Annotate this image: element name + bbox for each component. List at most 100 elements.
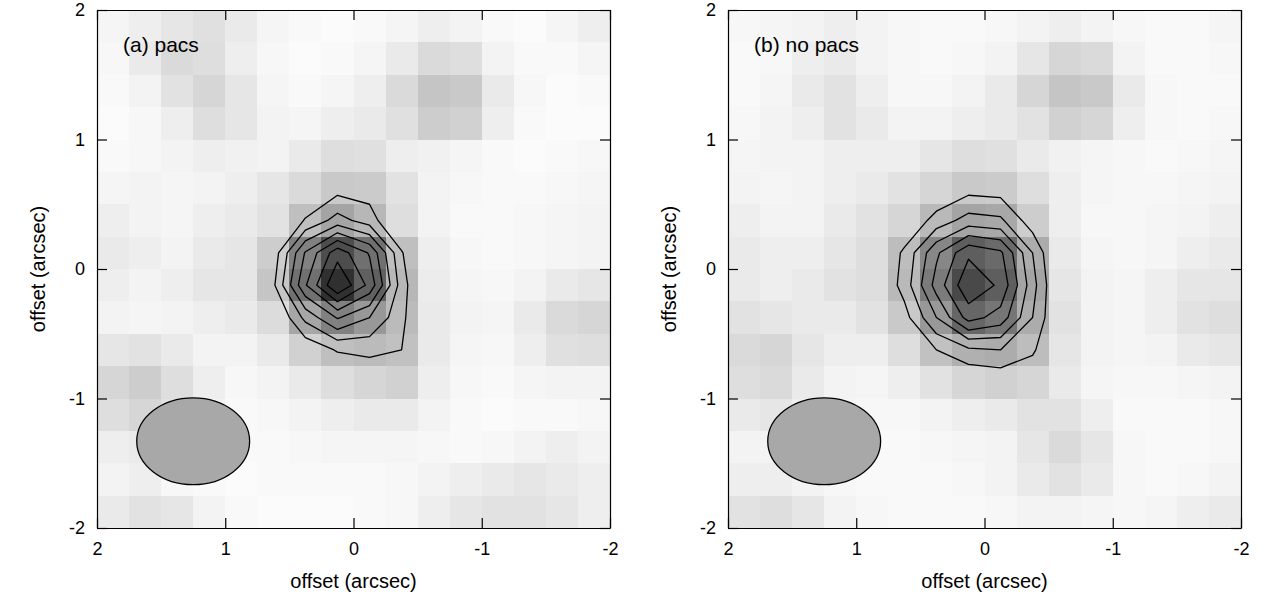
cell <box>418 140 451 173</box>
cell <box>418 107 451 140</box>
cell <box>578 237 610 270</box>
cell <box>450 496 483 528</box>
cell <box>824 334 857 367</box>
cell <box>225 237 258 270</box>
cell <box>225 107 258 140</box>
cell <box>482 463 515 496</box>
cell <box>1081 75 1114 108</box>
cell <box>1113 334 1146 367</box>
cell <box>257 366 290 399</box>
cell <box>888 496 921 528</box>
cell <box>546 237 579 270</box>
cell <box>920 496 953 528</box>
cell <box>482 269 515 302</box>
cell <box>514 75 547 108</box>
cell <box>450 10 483 43</box>
cell <box>386 463 419 496</box>
cell <box>1049 463 1082 496</box>
cell <box>386 496 419 528</box>
cell <box>450 399 483 432</box>
cell <box>289 399 322 432</box>
cell <box>760 237 793 270</box>
cell <box>1017 496 1050 528</box>
cell <box>546 269 579 302</box>
tick-mark <box>225 10 226 20</box>
cell <box>578 334 610 367</box>
cell <box>257 496 290 528</box>
contour <box>327 262 351 293</box>
cell <box>1145 496 1178 528</box>
tick <box>1231 399 1241 400</box>
cell <box>728 204 761 237</box>
cell <box>1017 172 1050 205</box>
cell <box>888 301 921 334</box>
cell <box>760 172 793 205</box>
cell <box>985 431 1018 464</box>
cell <box>354 237 387 270</box>
cell <box>321 75 354 108</box>
tick: 0 <box>349 518 359 559</box>
cell <box>386 366 419 399</box>
cell <box>1209 75 1241 108</box>
cell <box>1145 463 1178 496</box>
cell <box>888 172 921 205</box>
cell <box>1177 301 1210 334</box>
cell <box>546 399 579 432</box>
cell <box>792 75 825 108</box>
cell <box>321 10 354 43</box>
cell <box>1081 301 1114 334</box>
cell <box>1049 204 1082 237</box>
cell <box>792 204 825 237</box>
tick-mark <box>1231 269 1241 270</box>
cell <box>129 301 162 334</box>
cell <box>888 107 921 140</box>
cell <box>1017 431 1050 464</box>
cell <box>418 496 451 528</box>
cell <box>193 301 226 334</box>
tick-mark <box>97 398 107 399</box>
cell <box>129 366 162 399</box>
panel: 210-1-2-2-1012(a) pacsoffset (arcsec)off… <box>27 0 619 592</box>
cell <box>1049 269 1082 302</box>
cell <box>1145 204 1178 237</box>
cell <box>1081 237 1114 270</box>
y-axis-title: offset (arcsec) <box>658 206 680 332</box>
cell <box>760 75 793 108</box>
cell <box>1017 366 1050 399</box>
tick: 1 <box>706 130 738 150</box>
cell <box>514 10 547 43</box>
cell <box>824 107 857 140</box>
cell <box>225 75 258 108</box>
cell <box>1209 334 1241 367</box>
cell <box>289 463 322 496</box>
cell <box>193 204 226 237</box>
cell <box>952 366 985 399</box>
cell <box>985 269 1018 302</box>
cell <box>386 42 419 75</box>
cell <box>546 431 579 464</box>
cell <box>225 140 258 173</box>
cell <box>450 431 483 464</box>
cell <box>792 334 825 367</box>
cell <box>257 204 290 237</box>
x-axis: 210-1-2 <box>92 518 618 559</box>
cell <box>418 431 451 464</box>
cell <box>257 107 290 140</box>
tick-label: -2 <box>700 518 716 538</box>
cell <box>161 334 194 367</box>
cell <box>856 204 889 237</box>
cell <box>97 301 130 334</box>
cell <box>129 140 162 173</box>
cell <box>1049 42 1082 75</box>
cell <box>514 366 547 399</box>
cell <box>1145 75 1178 108</box>
contour <box>911 213 1037 350</box>
cell <box>1177 10 1210 43</box>
cell <box>514 334 547 367</box>
tick-label: -2 <box>69 518 85 538</box>
cell <box>1017 463 1050 496</box>
cell <box>546 107 579 140</box>
cell <box>760 366 793 399</box>
cell <box>1049 140 1082 173</box>
cell <box>985 366 1018 399</box>
